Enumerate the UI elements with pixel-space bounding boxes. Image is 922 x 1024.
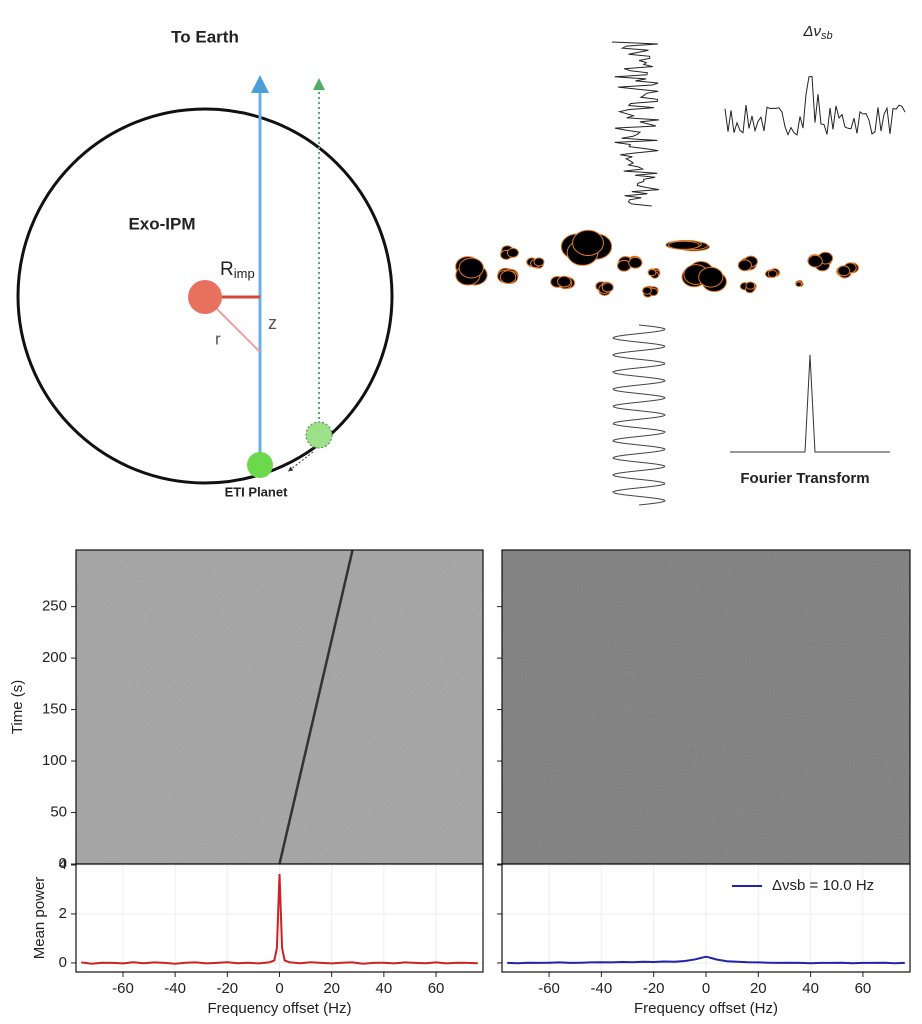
signal-illustration: Δνsb Fourier Transform <box>455 23 906 506</box>
x-tick-label: 20 <box>750 980 767 997</box>
x-tick-label: -60 <box>112 980 134 997</box>
planet <box>247 452 273 478</box>
y-tick-label: 50 <box>50 803 67 820</box>
cloud-blob <box>557 275 572 288</box>
power-line <box>81 873 478 965</box>
x-tick-label: -40 <box>591 980 613 997</box>
plot-frame <box>75 863 484 973</box>
x-tick-label: 0 <box>275 980 283 997</box>
cloud-blob <box>628 256 643 269</box>
radius-main: R <box>220 259 234 280</box>
y-tick-label: 250 <box>42 598 67 615</box>
radius-label: Rimp <box>220 259 255 281</box>
x-tick-label: 40 <box>802 980 819 997</box>
orbit-diagram: To Earth Exo-IPM Rimp z r ETI Planet <box>16 27 394 499</box>
orbit <box>16 107 394 485</box>
x-tick-label: -20 <box>643 980 665 997</box>
noisy-signal <box>611 41 660 207</box>
x-tick-label: -20 <box>216 980 238 997</box>
bandwidth-label: Δνsb <box>802 23 832 42</box>
cloud-blob <box>601 282 614 293</box>
cloud-blob <box>647 268 657 277</box>
r-label: r <box>215 329 221 348</box>
x-axis-label: Frequency offset (Hz) <box>208 1000 352 1017</box>
cloud-blob <box>807 254 823 268</box>
y-tick-label: 150 <box>42 701 67 718</box>
waterfall-noise <box>76 550 483 864</box>
cloud-blob <box>737 259 752 272</box>
transform-label: Fourier Transform <box>740 470 869 487</box>
cloud-blob <box>745 281 756 290</box>
y-tick-label: 0 <box>59 954 67 971</box>
radius-sub: imp <box>234 266 255 281</box>
motion-arrow <box>288 451 314 472</box>
y-tick-label: 4 <box>59 856 67 873</box>
planet-label: ETI Planet <box>225 484 289 499</box>
x-tick-label: 60 <box>855 980 872 997</box>
cloud-blob <box>642 286 652 295</box>
z-label: z <box>268 313 277 333</box>
bandwidth-main: Δν <box>802 23 821 40</box>
y-axis-label: Time (s) <box>9 680 26 734</box>
region-label: Exo-IPM <box>128 214 195 233</box>
y-tick-label: 100 <box>42 752 67 769</box>
x-axis-label: Frequency offset (Hz) <box>634 1000 778 1017</box>
star <box>188 280 222 314</box>
x-tick-label: -40 <box>164 980 186 997</box>
cloud-blob <box>767 269 778 278</box>
x-tick-label: 20 <box>323 980 340 997</box>
diagram-title: To Earth <box>171 27 239 46</box>
bandwidth-sub: sb <box>821 30 833 42</box>
power-line <box>507 955 905 965</box>
legend-label: Δνsb = 10.0 Hz <box>772 877 874 894</box>
y-tick-label: 2 <box>59 905 67 922</box>
planet-later <box>305 421 333 449</box>
x-tick-label: 60 <box>428 980 445 997</box>
cloud-blob <box>795 281 802 287</box>
cloud-blob <box>458 257 484 279</box>
cloud-blob <box>506 247 519 258</box>
drift-track <box>278 549 354 865</box>
cloud-blob <box>499 270 517 284</box>
cloud-blob <box>837 265 851 277</box>
x-tick-label: -60 <box>538 980 560 997</box>
y-tick-label: 0 <box>59 855 67 872</box>
x-tick-label: 40 <box>376 980 393 997</box>
cloud-blob <box>533 257 545 267</box>
cloud-blob <box>698 266 724 288</box>
x-tick-label: 0 <box>702 980 710 997</box>
waterfall-noise <box>502 550 910 864</box>
noisy-spectrum <box>724 75 906 137</box>
y-axis-label: Mean power <box>31 877 48 960</box>
cloud-blob <box>667 240 700 250</box>
clean-spectrum <box>730 354 890 453</box>
cloud-blob <box>572 229 604 256</box>
sine-signal <box>612 324 666 506</box>
y-tick-label: 200 <box>42 649 67 666</box>
plot-frame <box>501 863 911 973</box>
